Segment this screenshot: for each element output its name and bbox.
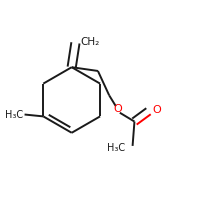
Text: H₃C: H₃C — [107, 143, 125, 153]
Text: O: O — [152, 105, 161, 115]
Text: CH₂: CH₂ — [80, 37, 99, 47]
Text: H₃C: H₃C — [5, 110, 23, 120]
Text: O: O — [113, 104, 122, 114]
